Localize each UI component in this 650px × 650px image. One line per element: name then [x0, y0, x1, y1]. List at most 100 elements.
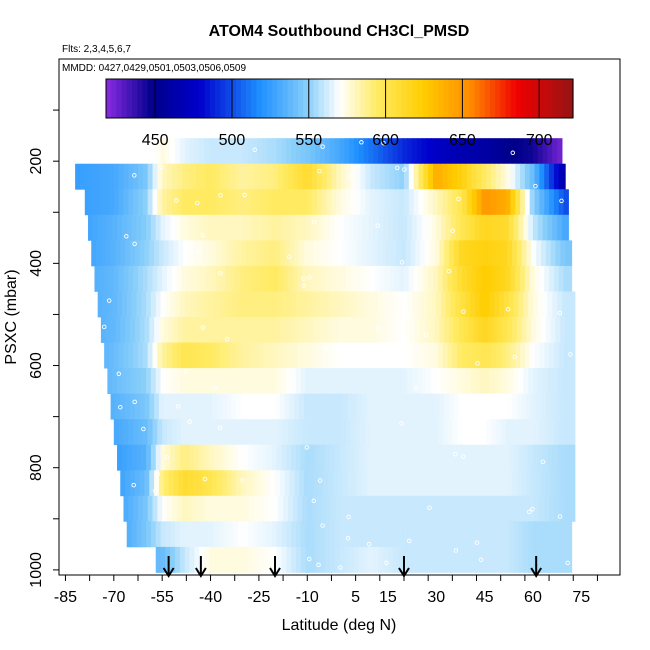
colorbar-cell — [495, 79, 501, 118]
heatmap-cell — [252, 368, 258, 395]
heatmap-cell — [226, 317, 232, 343]
heatmap-cell — [478, 240, 484, 267]
heatmap-cell — [271, 521, 278, 548]
heatmap-cell — [434, 240, 440, 267]
heatmap-cell — [210, 342, 216, 369]
heatmap-cell — [537, 521, 544, 548]
heatmap-cell — [511, 470, 518, 497]
heatmap-cell — [497, 470, 503, 497]
heatmap-cell — [541, 240, 547, 267]
heatmap-cell — [529, 495, 536, 522]
heatmap-cell — [268, 342, 274, 369]
heatmap-cell — [566, 214, 569, 241]
heatmap-cell — [326, 265, 332, 292]
heatmap-cell — [418, 419, 424, 446]
heatmap-cell — [571, 291, 576, 318]
heatmap-cell — [561, 521, 568, 548]
heatmap-cell — [403, 265, 410, 292]
heatmap-cell — [426, 521, 432, 548]
heatmap-cell — [445, 521, 452, 548]
heatmap-cell — [347, 240, 353, 267]
heatmap-cell — [91, 240, 97, 267]
heatmap-cell — [291, 291, 297, 318]
heatmap-cell — [571, 368, 576, 395]
heatmap-cell — [112, 368, 118, 395]
heatmap-cell — [436, 444, 442, 471]
heatmap-cell — [489, 368, 495, 395]
x-tick-label: 5 — [351, 589, 360, 606]
heatmap-cell — [492, 470, 498, 497]
heatmap-cell — [302, 163, 308, 190]
heatmap-cell — [286, 444, 292, 471]
heatmap-cell — [407, 521, 413, 548]
heatmap-cell — [416, 546, 423, 573]
sample-marker — [195, 200, 200, 206]
heatmap-cell — [570, 317, 576, 343]
colorbar-ticks: 450 500 550 600 650 700 — [142, 79, 553, 149]
heatmap-cell — [468, 317, 474, 343]
heatmap-cell — [246, 470, 252, 497]
sample-marker — [141, 426, 146, 432]
heatmap-cell — [479, 546, 486, 573]
heatmap-cell — [350, 163, 357, 190]
heatmap-cell — [149, 393, 155, 420]
heatmap-cell — [249, 342, 255, 369]
heatmap-cell — [150, 521, 157, 548]
heatmap-cell — [258, 265, 265, 292]
heatmap-cell — [147, 419, 153, 446]
colorbar-cell — [521, 79, 527, 118]
heatmap-cell — [310, 368, 316, 395]
heatmap-cell — [371, 240, 378, 267]
heatmap-cell — [408, 265, 415, 292]
heatmap-cell — [378, 444, 384, 471]
heatmap-cell — [146, 214, 152, 241]
heatmap-cell — [278, 495, 284, 522]
heatmap-cell — [189, 368, 195, 395]
heatmap-cell — [305, 444, 311, 471]
heatmap-cell — [167, 419, 173, 446]
heatmap-cell — [470, 368, 476, 395]
heatmap-cell — [566, 368, 573, 395]
heatmap-cell — [339, 546, 345, 573]
heatmap-cell — [213, 291, 220, 318]
heatmap-cell — [205, 189, 212, 216]
heatmap-cell — [331, 342, 337, 369]
heatmap-cell — [284, 317, 291, 343]
heatmap-cell — [500, 342, 507, 369]
heatmap-cell — [494, 291, 500, 318]
heatmap-cell — [347, 470, 353, 497]
heatmap-cell — [473, 240, 479, 267]
heatmap-cell — [134, 317, 141, 343]
colorbar-cell — [329, 79, 335, 118]
heatmap-cell — [549, 265, 555, 292]
heatmap-cell — [252, 521, 258, 548]
colorbar-cell — [557, 79, 564, 118]
heatmap-cell — [286, 291, 292, 318]
heatmap-cell — [507, 240, 513, 267]
sample-marker — [252, 147, 258, 153]
heatmap-cell — [458, 470, 465, 497]
sample-marker — [476, 422, 481, 427]
heatmap-cell — [255, 470, 262, 497]
heatmap-cell — [270, 240, 276, 267]
heatmap-cell — [407, 214, 413, 241]
heatmap-cell — [383, 444, 389, 471]
heatmap-cell — [128, 495, 134, 522]
sample-marker — [474, 540, 480, 545]
sample-marker — [423, 332, 429, 337]
heatmap-cell — [144, 317, 150, 343]
heatmap-cell — [436, 138, 442, 165]
heatmap-cell — [423, 419, 429, 446]
profile-arrow-head — [195, 567, 207, 578]
heatmap-cell — [557, 546, 563, 573]
y-tick-label: 1000 — [28, 552, 45, 588]
heatmap-cell — [426, 444, 432, 471]
heatmap-cell — [291, 521, 297, 548]
heatmap-cell — [487, 240, 494, 267]
heatmap-cell — [234, 265, 241, 292]
heatmap-cell — [255, 393, 262, 420]
heatmap-cell — [421, 521, 428, 548]
heatmap-cell — [566, 291, 573, 318]
heatmap-cell — [170, 368, 176, 395]
sample-marker — [456, 196, 461, 202]
